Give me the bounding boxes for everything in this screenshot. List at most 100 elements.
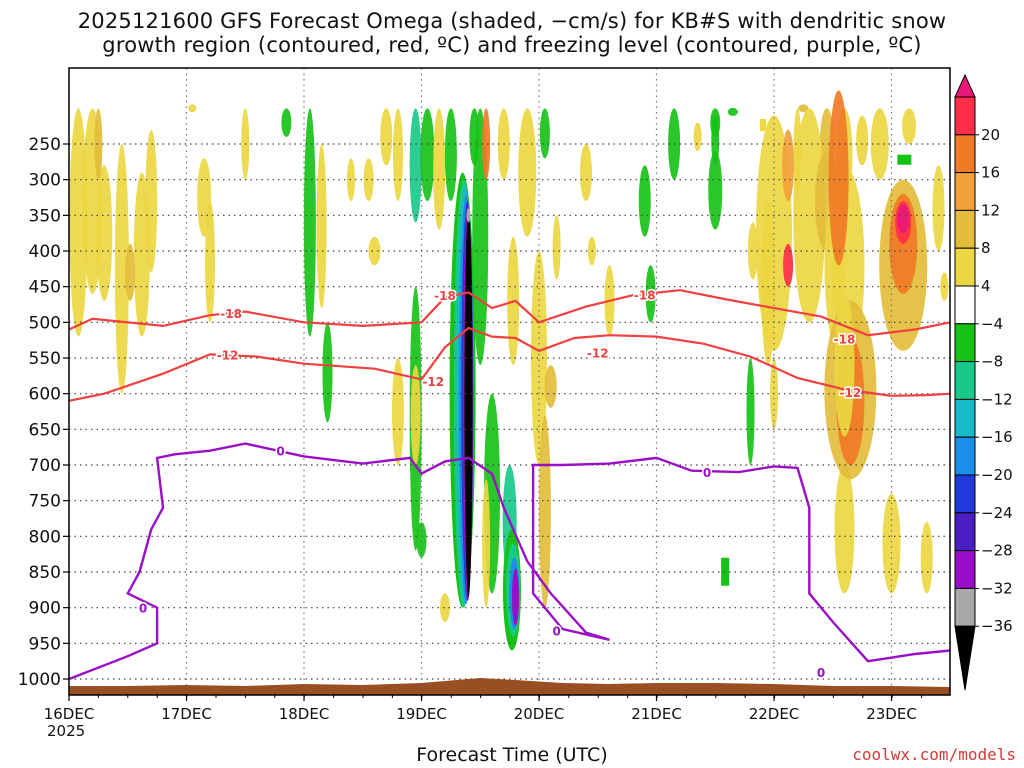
colorbar-segment	[954, 209, 976, 249]
omega-cell	[433, 108, 446, 230]
omega-cell	[440, 593, 450, 622]
y-tick-label: 250	[29, 135, 61, 155]
y-tick-label: 450	[29, 278, 61, 298]
colorbar-segment	[954, 247, 976, 287]
omega-cell	[96, 165, 113, 301]
colorbar-label: −24	[981, 504, 1013, 522]
credit-link[interactable]: coolwx.com/models	[852, 745, 1016, 764]
omega-cell	[710, 108, 721, 137]
colorbar-segment	[954, 96, 976, 136]
omega-cell	[420, 108, 435, 202]
x-tick-label: 17DEC	[161, 705, 212, 723]
colorbar-label: 16	[981, 164, 1000, 182]
omega-cell	[552, 215, 561, 280]
omega-cell	[783, 243, 794, 287]
omega-cell	[380, 108, 393, 166]
omega-cell	[363, 158, 374, 202]
freezing-label-zero: 0	[276, 445, 284, 459]
colorbar: 20 16 12 8 4 −4 −8 −12 −16 −20 −24 −28 −32 −36	[954, 73, 1013, 691]
omega-cell	[125, 243, 136, 301]
colorbar-segment	[954, 436, 976, 476]
y-tick-label: 300	[29, 171, 61, 191]
chart-axes: 250 300 350 400 450 500 550 600 650 700 750 800 850 9…	[18, 67, 951, 723]
dgz-label-minus12: -12	[422, 375, 444, 389]
colorbar-segment	[954, 323, 976, 363]
colorbar-segment	[954, 587, 976, 627]
colorbar-label: −20	[981, 466, 1013, 484]
omega-cell	[708, 151, 723, 230]
y-tick-label: 400	[29, 242, 61, 262]
y-tick-label: 900	[29, 599, 61, 619]
colorbar-segment	[954, 134, 976, 174]
omega-cell	[721, 557, 730, 586]
colorbar-label: 4	[981, 277, 991, 295]
omega-cell	[531, 251, 547, 465]
omega-cell	[834, 465, 855, 594]
colorbar-label: −28	[981, 542, 1013, 560]
omega-cell	[828, 90, 849, 266]
x-tick-label: 18DEC	[279, 705, 330, 723]
omega-cell	[322, 322, 333, 423]
y-tick-label: 800	[29, 527, 61, 547]
omega-cell	[798, 104, 809, 113]
x-tick-label: 19DEC	[396, 705, 447, 723]
colorbar-label: −12	[981, 390, 1013, 408]
freezing-label-zero: 0	[139, 602, 147, 616]
omega-cell	[882, 493, 901, 594]
dgz-label-minus18: -18	[220, 307, 242, 321]
omega-cell	[539, 108, 550, 159]
y-tick-label: 850	[29, 563, 61, 583]
omega-cell	[856, 115, 869, 166]
colorbar-segment	[954, 474, 976, 514]
colorbar-label: 20	[981, 126, 1000, 144]
omega-cell	[145, 129, 158, 273]
colorbar-bottom-triangle	[954, 625, 976, 691]
omega-cell	[544, 365, 557, 408]
ground-terrain	[69, 678, 951, 695]
omega-cell	[409, 108, 422, 223]
dgz-label-minus18: -18	[834, 333, 856, 347]
y-tick-label: 650	[29, 420, 61, 440]
freezing-label-zero: 0	[703, 466, 711, 480]
omega-cell	[518, 108, 537, 237]
chart-title-line1: 2025121600 GFS Forecast Omega (shaded, −…	[77, 9, 947, 33]
omega-cell	[469, 108, 480, 166]
year-label: 2025	[47, 722, 86, 740]
colorbar-segment	[954, 172, 976, 211]
contour-lines: -18 -18 -18 -18 -12 -12 -12 -12 0 0 0 0 0	[68, 287, 951, 681]
dgz-label-minus12: -12	[840, 386, 862, 400]
omega-cell	[393, 108, 403, 202]
dgz-label-minus12: -12	[587, 346, 609, 360]
x-tick-label: 21DEC	[631, 705, 682, 723]
updraft-core	[466, 208, 471, 223]
dgz-contour-minus12	[68, 326, 951, 402]
y-tick-label: 550	[29, 349, 61, 369]
colorbar-label: −36	[981, 617, 1013, 635]
y-tick-label: 1000	[18, 670, 61, 690]
colorbar-segment	[954, 361, 976, 400]
colorbar-top-triangle	[954, 73, 976, 98]
dgz-label-minus18: -18	[634, 289, 656, 303]
omega-cell	[902, 108, 917, 144]
omega-cell	[303, 108, 316, 337]
colorbar-label: −8	[981, 353, 1003, 371]
colorbar-label: −16	[981, 428, 1013, 446]
dgz-label-minus12: -12	[217, 348, 239, 362]
omega-cell	[747, 222, 758, 280]
grid-lines	[69, 68, 950, 695]
updraft-core	[464, 208, 473, 597]
omega-cell	[693, 122, 702, 152]
omega-cell	[416, 522, 427, 558]
omega-cell	[444, 108, 457, 202]
omega-cell	[392, 358, 404, 465]
x-tick-label: 16DEC	[44, 705, 95, 723]
updraft-core	[512, 568, 519, 626]
omega-cell	[69, 108, 88, 337]
omega-cell	[368, 236, 381, 266]
ground-surface	[69, 678, 951, 695]
omega-cell	[188, 104, 197, 113]
y-tick-label: 600	[29, 385, 61, 405]
colorbar-segment	[954, 512, 976, 552]
omega-cell	[920, 522, 933, 594]
y-tick-label: 700	[29, 456, 61, 476]
